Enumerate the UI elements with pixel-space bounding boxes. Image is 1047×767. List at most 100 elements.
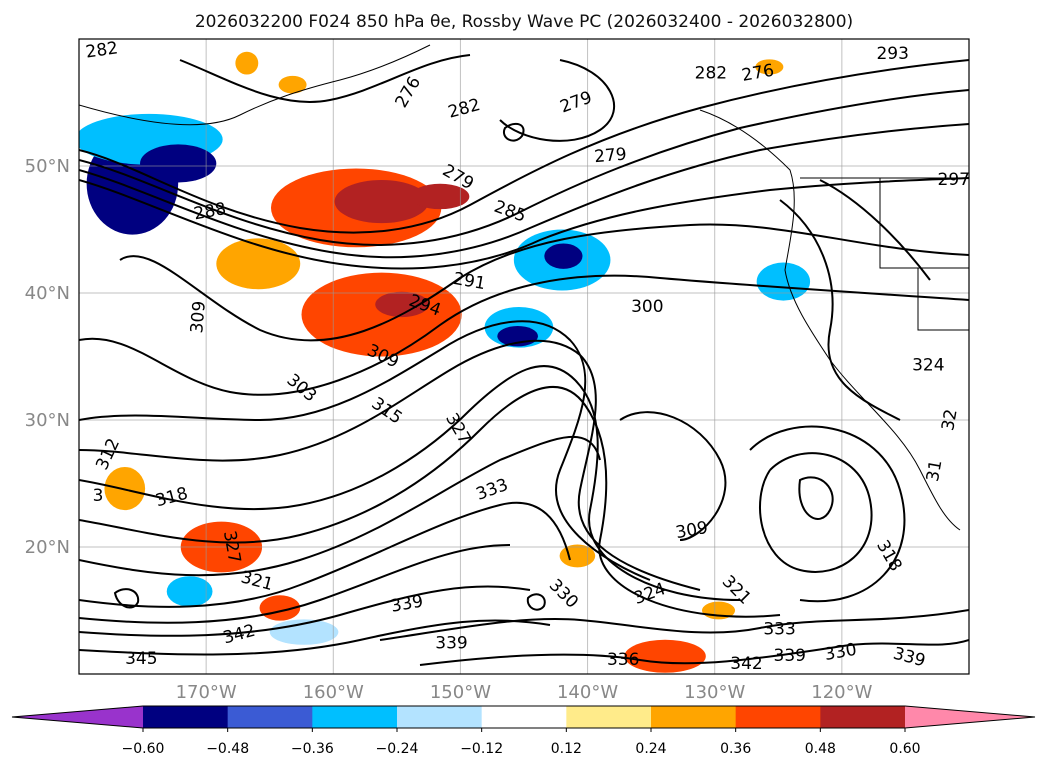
colorbar-segment [735,706,821,728]
contour-line [119,223,969,342]
x-tick-label: 170°W [176,682,237,703]
colorbar: −0.60 −0.48 −0.36 −0.24 −0.12 0.12 0.24 0.36 0.4… [11,705,1036,757]
colorbar-segment [143,706,229,728]
x-tick-label: 140°W [557,682,618,703]
contour-label: 32 [938,408,961,433]
x-tick-label: 150°W [430,682,491,703]
anomaly-patch [140,144,217,183]
contour-line [526,593,546,611]
colorbar-tick-label: 0.48 [805,741,836,757]
anomaly-patch [166,576,213,607]
contour-label: 279 [593,144,627,167]
contour-line [79,59,969,234]
contour-line [179,54,471,103]
contour-line [379,609,969,641]
contour-line [79,501,571,608]
colorbar-tick-label: 0.24 [635,741,666,757]
contour-label: 324 [912,355,944,375]
theta-e-contours [79,54,969,666]
coastline-pacific-nw [699,109,961,531]
y-axis-ticks: 50°N 40°N 30°N 20°N [25,156,70,558]
y-tick-label: 30°N [25,410,70,431]
y-tick-label: 20°N [25,537,70,558]
colorbar-extend-low [12,706,143,728]
contour-label: 300 [631,297,663,317]
anomaly-patch [235,51,259,75]
contour-line [779,199,901,421]
border-state [879,178,969,269]
contour-line [819,179,931,281]
contour-line [113,588,140,609]
contour-line [79,619,551,656]
colorbar-segment [397,706,483,728]
anomaly-patch [278,75,307,94]
anomaly-patch [301,272,462,357]
contour-line [749,425,906,603]
contour-line [79,320,651,581]
contour-line [79,435,601,577]
colorbar-tick-label: −0.12 [460,741,503,757]
map-plot-area [79,39,969,674]
contour-label: 342 [730,654,762,674]
colorbar-tick-label: 0.60 [889,741,920,757]
coastline-alaska [79,44,431,126]
colorbar-tick-label: −0.60 [122,741,165,757]
contour-label: 31 [923,458,946,483]
anomaly-patch [755,59,784,75]
border-state [917,268,969,331]
colorbar-tick-label: 0.12 [551,741,582,757]
contour-line [79,585,531,637]
contour-label: 339 [435,634,467,654]
contour-label: 336 [607,650,639,670]
contour-label: 293 [876,44,908,64]
colorbar-segment [481,706,567,728]
contour-line [419,639,969,666]
contour-line [759,452,873,573]
colorbar-tick-label: 0.36 [720,741,751,757]
map-frame [78,38,970,675]
colorbar-segment [820,706,906,728]
anomaly-patch [269,619,339,645]
contour-line [79,339,701,591]
colorbar-segment [651,706,737,728]
contour-line [79,89,969,246]
contour-line [499,59,616,142]
contour-line [79,274,969,396]
contour-label: 297 [938,170,970,190]
x-tick-label: 160°W [303,682,364,703]
colorbar-tick-label: −0.24 [376,741,419,757]
y-tick-label: 40°N [25,283,70,304]
anomaly-patch [375,291,429,318]
colorbar-tick-label: −0.36 [291,741,334,757]
colorbar-segment [566,706,652,728]
anomaly-patch [334,179,429,224]
colorbar-tick-label: −0.48 [206,741,249,757]
contour-line [79,386,781,618]
colorbar-segment [312,706,398,728]
contour-line [619,411,727,541]
contour-line [79,123,969,259]
contour-label: 3 [93,486,104,506]
contour-line [79,365,741,601]
coastlines [79,44,969,531]
colorbar-segment [227,706,313,728]
anomaly-patch [756,262,811,301]
contour-line [79,544,511,624]
contour-label: 339 [774,646,806,666]
anomaly-patch [559,544,596,568]
lat-lon-grid [79,39,969,674]
x-axis-ticks: 170°W 160°W 150°W 140°W 130°W 120°W [176,682,873,703]
chart-title: 2026032200 F024 850 hPa θe, Rossby Wave … [195,12,853,32]
anomaly-patch [624,639,706,673]
x-tick-label: 120°W [811,682,872,703]
y-tick-label: 50°N [25,156,70,177]
x-tick-label: 130°W [684,682,745,703]
contour-line [502,122,525,142]
anomaly-patch [410,183,470,210]
contour-label: 282 [695,63,727,83]
anomaly-patch [544,243,583,269]
colorbar-extend-high [905,706,1035,728]
contour-line [79,177,969,270]
